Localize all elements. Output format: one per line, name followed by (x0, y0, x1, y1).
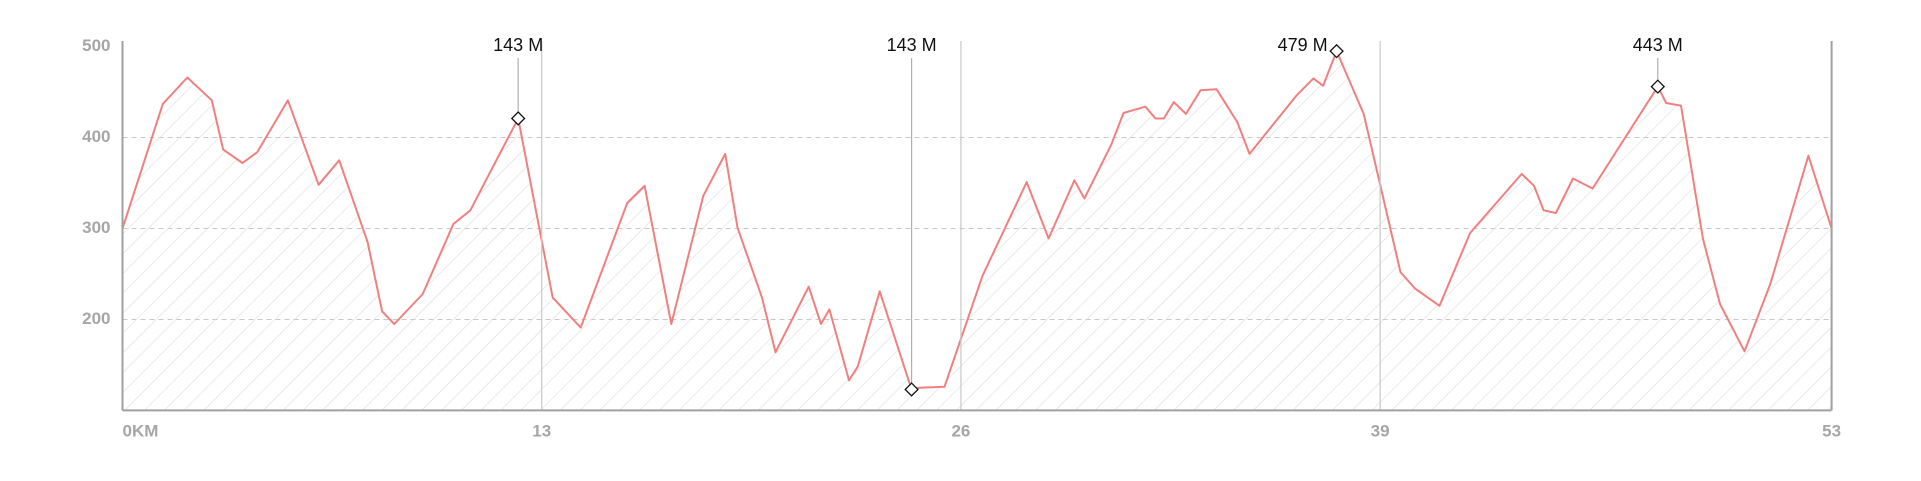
x-tick-label: 39 (1371, 421, 1390, 440)
y-tick-label: 500 (82, 36, 110, 55)
annotation-label: 479 M (1278, 35, 1328, 55)
x-tick-label: 13 (532, 421, 551, 440)
annotation-marker (510, 111, 526, 126)
annotation-marker (1650, 79, 1666, 94)
x-tick-label: 0KM (123, 421, 159, 440)
annotation-label: 143 M (493, 35, 543, 55)
annotation-marker (1329, 43, 1344, 59)
y-tick-label: 300 (82, 218, 110, 237)
y-tick-label: 200 (82, 309, 110, 328)
elevation-line (121, 50, 1833, 391)
annotation-label: 443 M (1633, 35, 1683, 55)
x-tick-label: 26 (951, 421, 970, 440)
annotation-marker (904, 382, 919, 397)
x-tick-label: 53 (1822, 421, 1841, 440)
area-fill (122, 51, 1832, 411)
y-tick-label: 400 (82, 127, 110, 146)
annotation-label: 143 M (887, 35, 937, 55)
